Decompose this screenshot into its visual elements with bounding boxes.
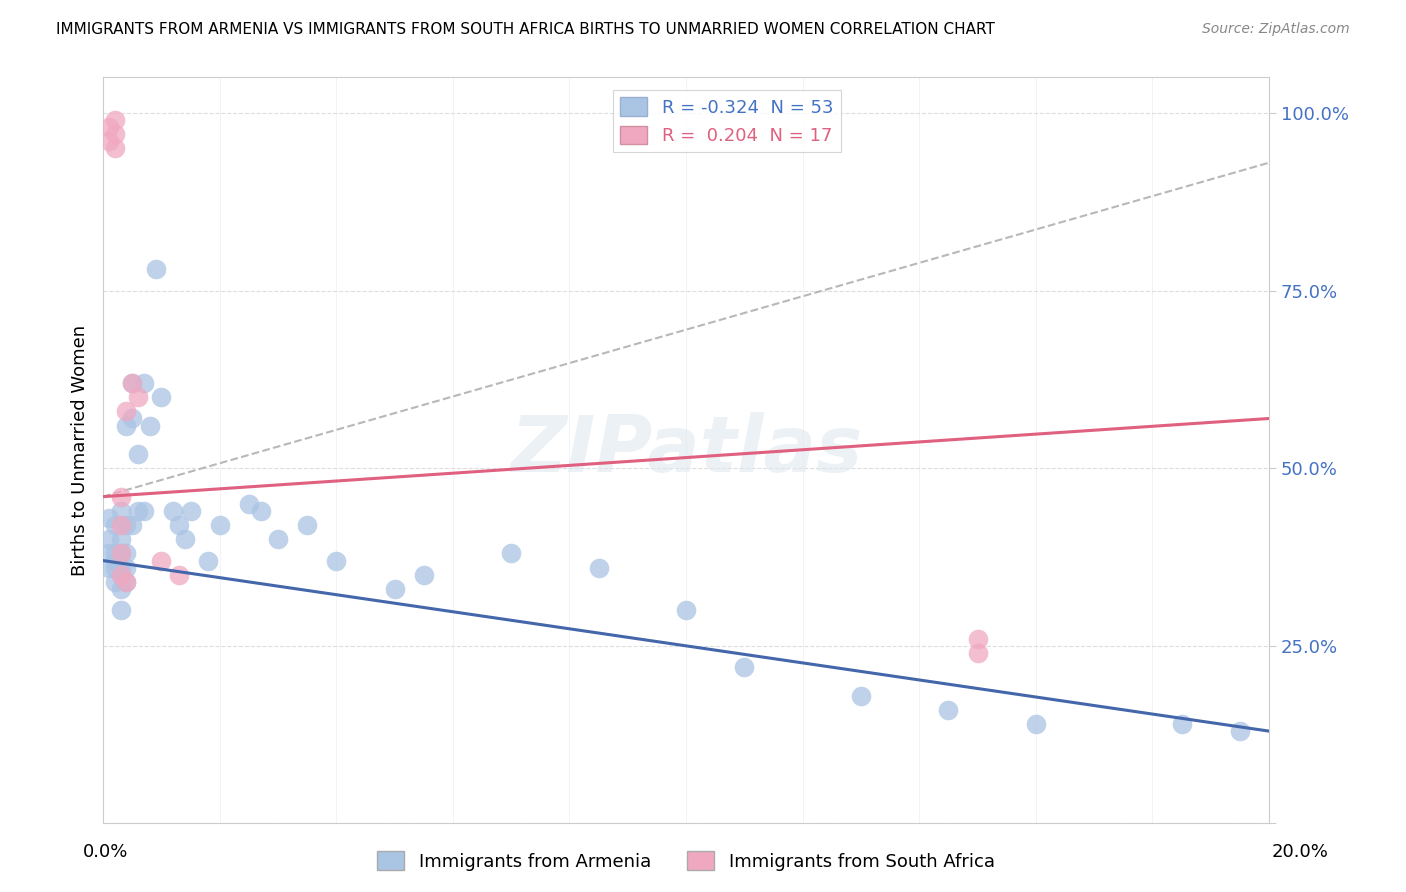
Point — [132, 504, 155, 518]
Point — [127, 390, 149, 404]
Point — [115, 404, 138, 418]
Point — [325, 553, 347, 567]
Point — [121, 411, 143, 425]
Text: ZIPatlas: ZIPatlas — [510, 412, 862, 489]
Text: 0.0%: 0.0% — [83, 843, 128, 861]
Text: Source: ZipAtlas.com: Source: ZipAtlas.com — [1202, 22, 1350, 37]
Point — [110, 504, 132, 518]
Point — [121, 376, 143, 390]
Point — [104, 518, 127, 533]
Text: IMMIGRANTS FROM ARMENIA VS IMMIGRANTS FROM SOUTH AFRICA BIRTHS TO UNMARRIED WOME: IMMIGRANTS FROM ARMENIA VS IMMIGRANTS FR… — [56, 22, 995, 37]
Point — [110, 490, 132, 504]
Point — [110, 567, 132, 582]
Point — [384, 582, 406, 596]
Point — [104, 560, 127, 574]
Point — [115, 518, 138, 533]
Point — [295, 518, 318, 533]
Point — [1229, 724, 1251, 739]
Point — [162, 504, 184, 518]
Point — [849, 689, 872, 703]
Text: 20.0%: 20.0% — [1272, 843, 1329, 861]
Point — [938, 703, 960, 717]
Point — [97, 135, 120, 149]
Point — [127, 447, 149, 461]
Point — [966, 632, 988, 646]
Point — [173, 533, 195, 547]
Point — [412, 567, 434, 582]
Point — [127, 504, 149, 518]
Point — [197, 553, 219, 567]
Point — [104, 141, 127, 155]
Point — [966, 646, 988, 660]
Point — [267, 533, 290, 547]
Point — [180, 504, 202, 518]
Point — [97, 533, 120, 547]
Point — [104, 574, 127, 589]
Point — [97, 120, 120, 135]
Point — [110, 546, 132, 560]
Point — [167, 518, 190, 533]
Point — [115, 574, 138, 589]
Point — [132, 376, 155, 390]
Point — [104, 128, 127, 142]
Point — [115, 546, 138, 560]
Point — [145, 262, 167, 277]
Point — [121, 376, 143, 390]
Point — [110, 546, 132, 560]
Point — [104, 113, 127, 128]
Point — [150, 553, 173, 567]
Point — [150, 390, 173, 404]
Point — [97, 546, 120, 560]
Point — [167, 567, 190, 582]
Point — [110, 560, 132, 574]
Point — [733, 660, 755, 674]
Point — [1025, 717, 1047, 731]
Point — [121, 518, 143, 533]
Point — [104, 553, 127, 567]
Point — [238, 497, 260, 511]
Point — [97, 511, 120, 525]
Point — [110, 603, 132, 617]
Point — [208, 518, 231, 533]
Point — [97, 560, 120, 574]
Point — [104, 546, 127, 560]
Point — [139, 418, 162, 433]
Point — [110, 567, 132, 582]
Point — [501, 546, 523, 560]
Point — [110, 533, 132, 547]
Point — [115, 418, 138, 433]
Point — [115, 574, 138, 589]
Y-axis label: Births to Unmarried Women: Births to Unmarried Women — [72, 325, 89, 576]
Point — [675, 603, 697, 617]
Point — [249, 504, 271, 518]
Legend: R = -0.324  N = 53, R =  0.204  N = 17: R = -0.324 N = 53, R = 0.204 N = 17 — [613, 90, 841, 153]
Point — [115, 560, 138, 574]
Point — [110, 582, 132, 596]
Point — [110, 518, 132, 533]
Point — [1170, 717, 1192, 731]
Point — [588, 560, 610, 574]
